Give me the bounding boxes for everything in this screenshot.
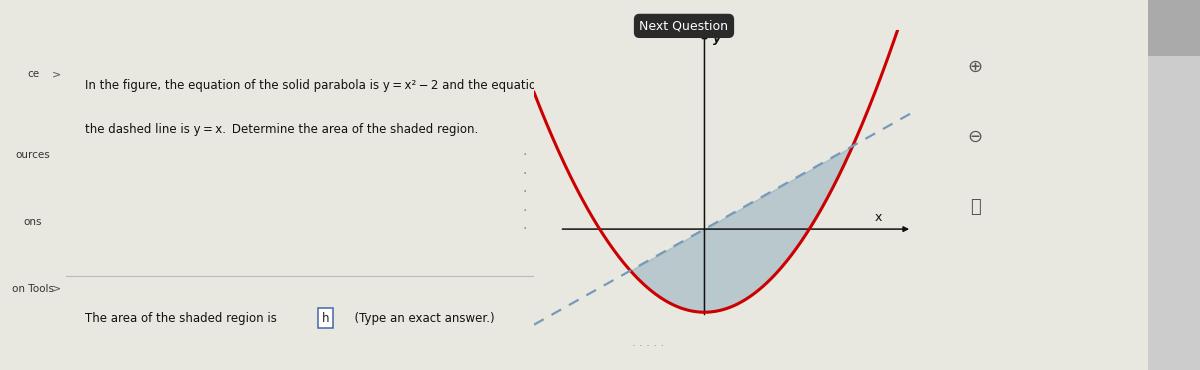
Text: Next Question: Next Question xyxy=(640,19,728,33)
Text: In the figure, the equation of the solid parabola is y = x² − 2 and the equation: In the figure, the equation of the solid… xyxy=(85,78,558,92)
Text: ·: · xyxy=(522,222,527,236)
Text: >: > xyxy=(52,69,61,79)
Text: h: h xyxy=(322,312,330,325)
Text: ·: · xyxy=(522,204,527,218)
Text: ⊖: ⊖ xyxy=(967,128,983,146)
Text: (Type an exact answer.): (Type an exact answer.) xyxy=(347,312,494,325)
Text: ·: · xyxy=(522,167,527,181)
Text: ources: ources xyxy=(16,150,50,161)
Bar xyxy=(1148,0,1200,56)
Text: on Tools: on Tools xyxy=(12,283,54,294)
Text: ·: · xyxy=(522,185,527,199)
Text: ⊕: ⊕ xyxy=(967,58,983,75)
Text: x: x xyxy=(875,211,882,224)
Text: the dashed line is y = x. Determine the area of the shaded region.: the dashed line is y = x. Determine the … xyxy=(85,123,478,136)
Bar xyxy=(1148,0,1200,370)
Text: y: y xyxy=(713,31,721,44)
Text: The area of the shaded region is: The area of the shaded region is xyxy=(85,312,284,325)
Text: · · · · ·: · · · · · xyxy=(632,341,664,351)
Text: ·: · xyxy=(522,148,527,162)
Text: ⧉: ⧉ xyxy=(970,198,980,216)
Text: ons: ons xyxy=(24,217,42,227)
Text: >: > xyxy=(52,283,61,294)
Text: ce: ce xyxy=(26,69,40,79)
